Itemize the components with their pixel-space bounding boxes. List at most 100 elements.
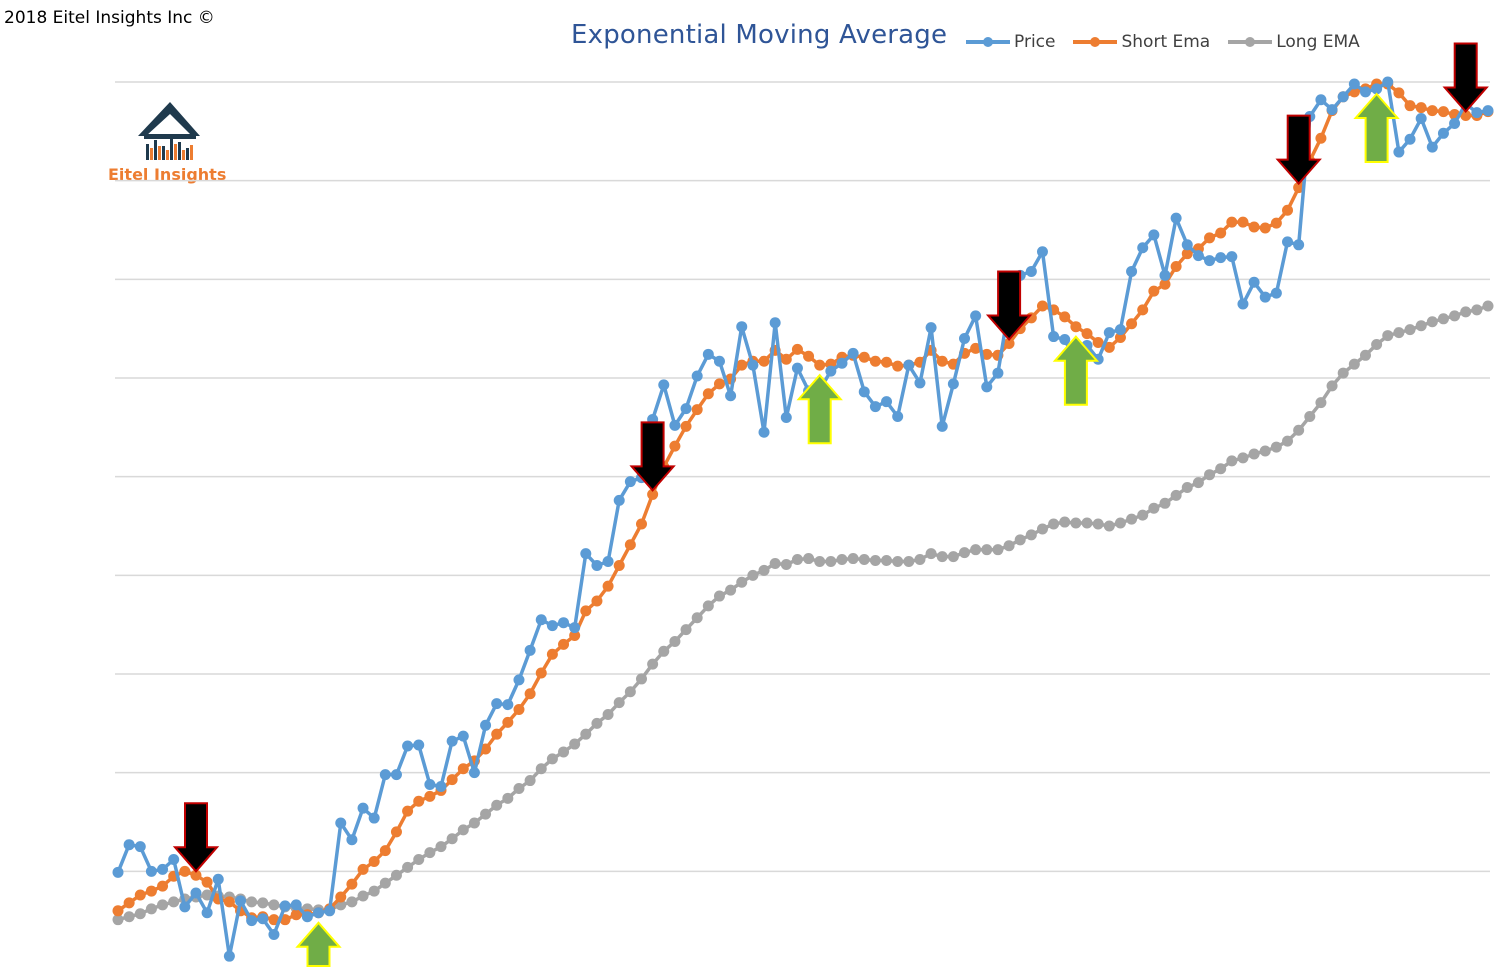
data-point-long-ema [268,899,280,911]
data-point-price [1237,298,1249,310]
data-point-long-ema [769,557,781,569]
data-point-long-ema [1371,338,1383,350]
data-point-short-ema [1059,311,1071,323]
data-point-long-ema [480,808,492,820]
data-point-price [769,317,781,329]
data-point-short-ema [535,667,547,679]
data-point-long-ema [1426,316,1438,328]
data-point-short-ema [970,342,982,354]
data-point-price [335,817,347,829]
data-point-short-ema [1248,221,1260,233]
data-point-price [1126,265,1138,277]
data-point-long-ema [1014,534,1026,546]
data-point-long-ema [803,553,815,565]
data-point-short-ema [1159,278,1171,290]
data-point-short-ema [268,914,280,926]
data-point-price [1293,239,1305,251]
data-point-short-ema [1103,341,1115,353]
data-point-short-ema [791,343,803,355]
data-point-long-ema [869,555,881,567]
data-point-price [903,359,915,371]
signal-arrows [172,42,1489,967]
data-point-long-ema [168,896,180,908]
data-point-short-ema [647,488,659,500]
data-point-short-ema [758,355,770,367]
data-point-price [1426,141,1438,153]
data-point-price [179,901,191,913]
data-point-short-ema [803,350,815,362]
data-point-long-ema [1070,517,1082,529]
data-point-price [157,863,169,875]
data-point-price [936,420,948,432]
data-point-price [491,698,503,710]
data-point-short-ema [190,869,202,881]
data-point-long-ema [1393,327,1405,339]
data-point-price [558,617,570,629]
data-point-long-ema [936,551,948,563]
data-point-price [613,494,625,506]
data-point-short-ema [669,440,681,452]
data-point-price [658,379,670,391]
data-point-long-ema [791,554,803,566]
data-point-price [223,950,235,962]
data-point-long-ema [157,899,169,911]
data-point-short-ema [1003,337,1015,349]
data-point-short-ema [424,790,436,802]
data-point-long-ema [635,673,647,685]
grid-lines [115,81,1490,873]
data-point-price [825,365,837,377]
data-point-long-ema [1204,469,1216,481]
data-point-short-ema [457,763,469,775]
data-point-long-ema [1415,320,1427,332]
data-point-short-ema [1437,106,1449,118]
data-point-price [1282,236,1294,248]
data-point-price [1348,78,1360,90]
data-point-short-ema [1293,182,1305,194]
data-point-long-ema [691,612,703,624]
data-point-short-ema [179,865,191,877]
data-point-long-ema [1437,313,1449,325]
data-point-short-ema [1315,132,1327,144]
data-point-price [1137,242,1149,254]
data-point-long-ema [446,833,458,845]
data-point-price [1059,334,1071,346]
data-point-long-ema [1449,310,1461,322]
data-point-price [435,780,447,792]
sell-signal-arrow [172,802,220,873]
data-point-long-ema [502,792,514,804]
chart-legend: Price Short Ema Long EMA [964,32,1360,52]
data-point-long-ema [591,717,603,729]
data-point-price [346,834,358,846]
data-point-short-ema [1270,217,1282,229]
data-point-price [145,865,157,877]
data-point-price [869,401,881,413]
data-point-short-ema [569,630,581,642]
data-point-price [257,913,269,925]
data-point-price [602,556,614,568]
data-point-long-ema [992,544,1004,556]
data-point-long-ema [346,896,358,908]
data-point-long-ema [424,847,436,859]
data-point-price [1204,255,1216,267]
buy-signal-arrow [1052,335,1100,406]
data-point-price [959,333,971,345]
data-point-long-ema [1293,424,1305,436]
data-point-price [591,559,603,571]
legend-label-short-ema: Short Ema [1121,32,1211,52]
data-point-price [301,911,313,923]
data-point-long-ema [1059,516,1071,528]
data-point-short-ema [524,688,536,700]
data-point-long-ema [1471,304,1483,316]
data-point-short-ema [223,896,235,908]
data-point-long-ema [1237,452,1249,464]
data-point-price [992,367,1004,379]
data-point-price [1048,331,1060,343]
data-point-long-ema [435,841,447,853]
sell-signal-arrow [985,270,1033,342]
data-point-price [268,928,280,940]
data-point-price [691,370,703,382]
data-point-long-ema [903,556,915,568]
data-point-short-ema [335,891,347,903]
data-point-long-ema [624,686,636,698]
